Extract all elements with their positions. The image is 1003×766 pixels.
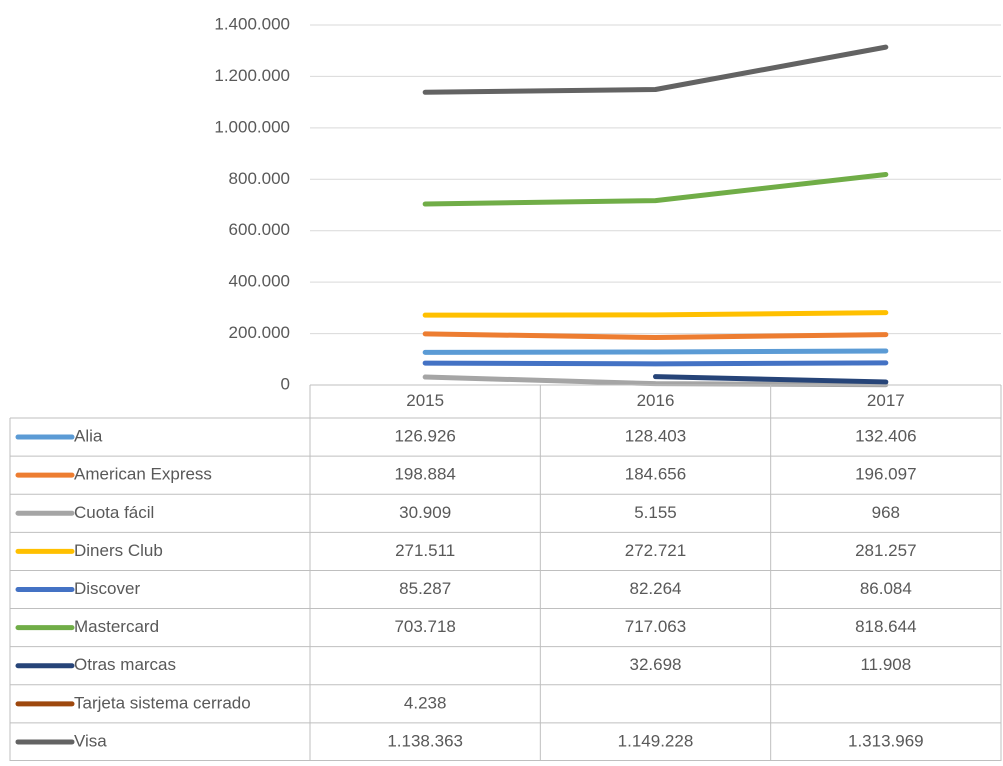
- legend-label: Mastercard: [74, 617, 159, 636]
- legend-label: Cuota fácil: [74, 503, 154, 522]
- series-line: [422, 360, 889, 367]
- table-value: 968: [872, 503, 900, 522]
- table-value: 132.406: [855, 427, 916, 446]
- table-value: 4.238: [404, 693, 447, 712]
- x-tick-label: 2017: [867, 391, 905, 410]
- table-value: 703.718: [394, 617, 455, 636]
- table-value: 126.926: [394, 427, 455, 446]
- table-value: 1.313.969: [848, 731, 924, 750]
- table-value: 281.257: [855, 541, 916, 560]
- series-line: [422, 310, 889, 318]
- series-line: [422, 374, 889, 388]
- table-value: 196.097: [855, 465, 916, 484]
- table-value: 1.138.363: [387, 731, 463, 750]
- table-value: 11.908: [860, 655, 911, 674]
- table-value: 717.063: [625, 617, 686, 636]
- table-value: 272.721: [625, 541, 686, 560]
- table-value: 30.909: [399, 503, 451, 522]
- y-tick-label: 200.000: [229, 323, 290, 342]
- series-line: [422, 348, 889, 355]
- table-value: 5.155: [634, 503, 677, 522]
- legend-label: Diners Club: [74, 541, 163, 560]
- y-tick-label: 1.400.000: [214, 14, 290, 33]
- y-tick-label: 1.000.000: [214, 117, 290, 136]
- legend-label: Alia: [74, 427, 103, 446]
- table-value: 271.511: [395, 541, 455, 560]
- y-tick-label: 0: [281, 374, 290, 393]
- legend-label: Tarjeta sistema cerrado: [74, 693, 251, 712]
- y-tick-label: 800.000: [229, 169, 290, 188]
- table-value: 184.656: [625, 465, 686, 484]
- legend-label: Visa: [74, 731, 107, 750]
- table-value: 1.149.228: [618, 731, 694, 750]
- table-value: 818.644: [855, 617, 916, 636]
- table-value: 82.264: [630, 579, 682, 598]
- table-value: 32.698: [630, 655, 682, 674]
- table-value: 85.287: [399, 579, 451, 598]
- series-line: [422, 44, 889, 95]
- table-value: 128.403: [625, 427, 686, 446]
- y-tick-label: 400.000: [229, 272, 290, 291]
- x-tick-label: 2015: [406, 391, 444, 410]
- series-line: [422, 331, 889, 341]
- legend-label: American Express: [74, 465, 212, 484]
- y-tick-label: 600.000: [229, 220, 290, 239]
- legend-label: Otras marcas: [74, 655, 176, 674]
- y-tick-label: 1.200.000: [214, 66, 290, 85]
- series-line: [653, 374, 889, 385]
- series-line: [422, 171, 889, 207]
- legend-label: Discover: [74, 579, 140, 598]
- table-value: 198.884: [394, 465, 455, 484]
- table-value: 86.084: [860, 579, 912, 598]
- x-tick-label: 2016: [637, 391, 675, 410]
